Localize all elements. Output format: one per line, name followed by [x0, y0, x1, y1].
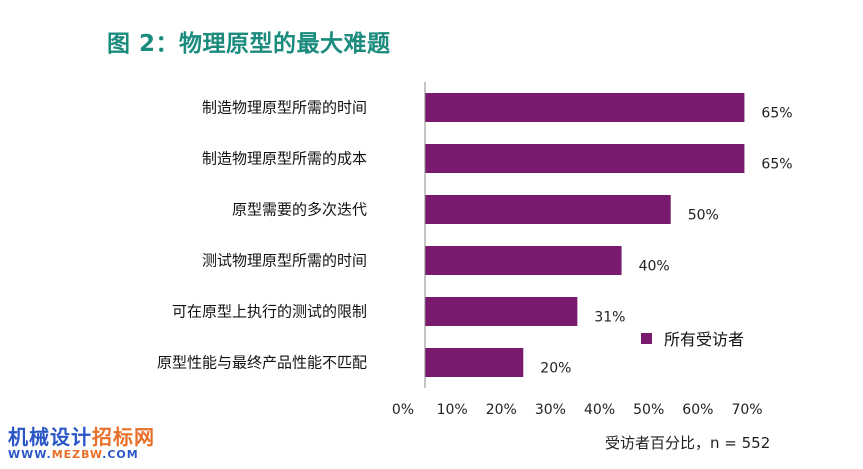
value-label-0: 65%: [761, 106, 792, 122]
value-label-2: 50%: [688, 208, 719, 224]
value-labels-group: 65% 65% 50% 40% 31% 20%: [540, 106, 792, 377]
x-tick-label-4: 40%: [584, 402, 615, 418]
bar-3: [425, 246, 622, 275]
legend-swatch: [641, 332, 652, 344]
category-label-3: 测试物理原型所需的时间: [202, 252, 367, 270]
category-label-4: 可在原型上执行的测试的限制: [172, 303, 367, 321]
category-label-1: 制造物理原型所需的成本: [202, 150, 367, 168]
watermark-url-3: .COM: [102, 448, 139, 461]
value-label-5: 20%: [540, 361, 571, 377]
value-label-4: 31%: [594, 310, 625, 326]
value-label-1: 65%: [761, 157, 792, 173]
bar-2: [425, 195, 671, 224]
watermark-logo: 机械设计招标网 WWW.MEZBW.COM: [8, 421, 155, 461]
category-labels-group: 制造物理原型所需的时间制造物理原型所需的成本原型需要的多次迭代测试物理原型所需的…: [157, 99, 367, 372]
x-tick-label-2: 20%: [486, 402, 517, 418]
value-label-3: 40%: [639, 259, 670, 275]
x-tick-label-0: 0%: [392, 402, 414, 418]
bar-4: [425, 297, 578, 326]
x-tick-label-7: 70%: [731, 402, 762, 418]
x-axis-label: 受访者百分比，n = 552: [605, 434, 771, 452]
watermark-url-1: WWW.: [8, 448, 52, 461]
legend-label: 所有受访者: [664, 330, 745, 349]
legend: 所有受访者: [641, 326, 744, 350]
bar-1: [425, 144, 745, 173]
bar-0: [425, 93, 745, 122]
x-tick-labels-group: 0% 10% 20% 30% 40% 50% 60% 70%: [392, 402, 763, 418]
category-label-5: 原型性能与最终产品性能不匹配: [157, 354, 367, 372]
x-tick-label-3: 30%: [535, 402, 566, 418]
watermark-url-2: MEZBW: [51, 448, 103, 461]
bar-5: [425, 348, 524, 377]
category-label-0: 制造物理原型所需的时间: [202, 99, 367, 117]
bars-group: [425, 93, 745, 377]
chart-title: 图 2：物理原型的最大难题: [107, 31, 391, 57]
x-tick-label-5: 50%: [633, 402, 664, 418]
watermark-text-1: 机械设计: [8, 425, 92, 449]
x-tick-label-1: 10%: [437, 402, 468, 418]
category-label-2: 原型需要的多次迭代: [232, 201, 367, 219]
x-tick-label-6: 60%: [682, 402, 713, 418]
watermark-text-2: 招标网: [92, 425, 155, 449]
